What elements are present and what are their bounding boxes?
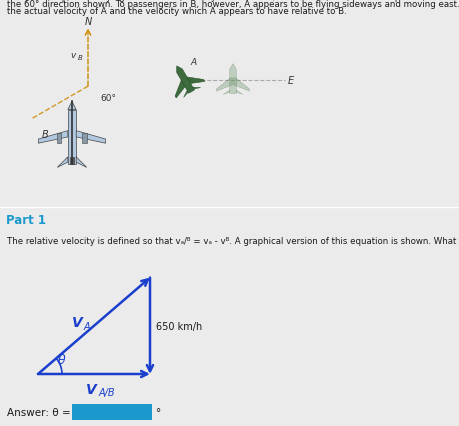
Text: A: A xyxy=(190,58,196,67)
Text: θ: θ xyxy=(58,354,66,367)
Polygon shape xyxy=(175,78,204,99)
Polygon shape xyxy=(223,91,229,95)
Text: V: V xyxy=(72,315,83,329)
Polygon shape xyxy=(192,88,200,90)
Text: the 60° direction shown. To passengers in B, however, A appears to be flying sid: the 60° direction shown. To passengers i… xyxy=(7,0,459,9)
Text: N: N xyxy=(84,17,91,27)
Polygon shape xyxy=(76,158,86,168)
Text: A/B: A/B xyxy=(99,387,115,397)
Text: The relative velocity is defined so that vₐ/ᴮ = vₐ - vᴮ. A graphical version of : The relative velocity is defined so that… xyxy=(7,236,459,245)
Polygon shape xyxy=(38,131,67,144)
Text: °: ° xyxy=(156,407,161,417)
Polygon shape xyxy=(236,91,242,95)
Text: Answer: θ =: Answer: θ = xyxy=(7,407,71,417)
Polygon shape xyxy=(82,133,86,144)
Polygon shape xyxy=(57,133,62,144)
Text: 60°: 60° xyxy=(100,94,116,103)
Text: E: E xyxy=(287,76,293,86)
FancyBboxPatch shape xyxy=(72,404,151,420)
Text: V: V xyxy=(86,382,96,396)
Text: Part 1: Part 1 xyxy=(6,213,46,226)
Polygon shape xyxy=(183,91,188,98)
Text: A: A xyxy=(84,321,90,331)
Text: v: v xyxy=(71,51,76,60)
Polygon shape xyxy=(70,158,74,165)
Text: 650 km/h: 650 km/h xyxy=(156,321,202,331)
Text: B: B xyxy=(78,55,83,61)
Polygon shape xyxy=(57,158,67,168)
Polygon shape xyxy=(76,131,106,144)
Polygon shape xyxy=(176,67,194,94)
Text: The jet transport B is flying north with a velocity vᴮ = 650 km/h when a smaller: The jet transport B is flying north with… xyxy=(7,0,459,2)
Polygon shape xyxy=(67,110,76,165)
Text: the actual velocity of A and the velocity which A appears to have relative to B.: the actual velocity of A and the velocit… xyxy=(7,7,346,16)
Polygon shape xyxy=(216,79,249,92)
Text: B: B xyxy=(41,130,48,140)
Polygon shape xyxy=(229,64,236,94)
Polygon shape xyxy=(67,102,76,110)
